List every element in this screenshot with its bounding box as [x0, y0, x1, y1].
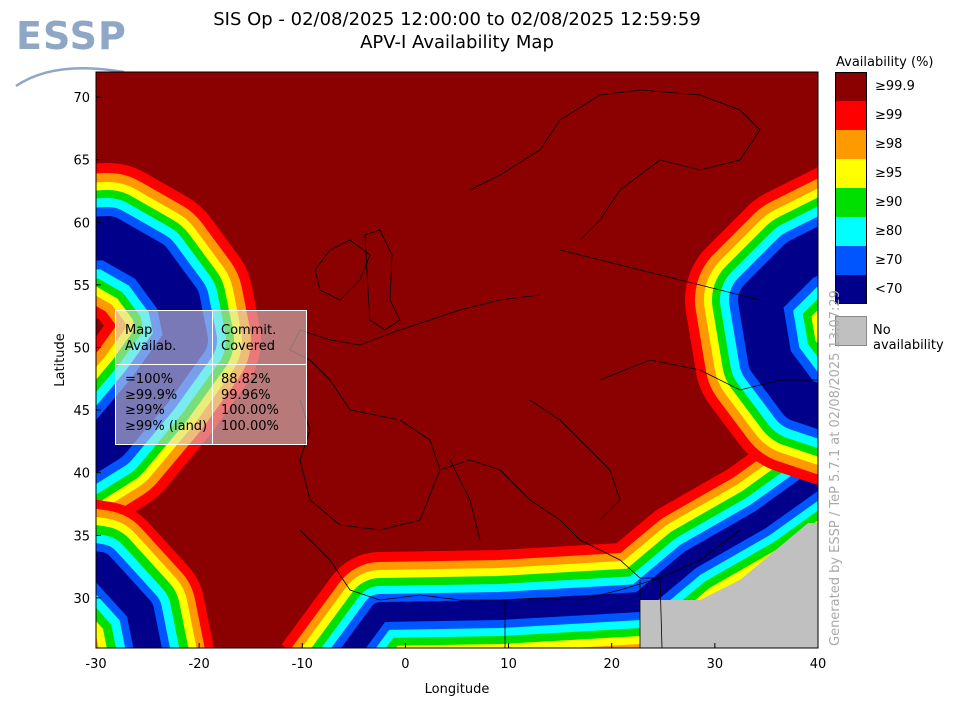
table-cell: ≥99.9% — [125, 388, 178, 403]
legend-swatch — [835, 72, 867, 101]
generated-by-note: Generated by ESSP / TeP 5.7.1 at 02/08/2… — [828, 290, 843, 646]
legend-label-no-availability: No availability — [873, 323, 944, 353]
table-header-commit-covered: Commit. Covered — [221, 323, 277, 354]
coastline-segment — [364, 229, 401, 331]
coastline-segment — [659, 577, 663, 648]
table-cell: ≥99% — [125, 403, 165, 418]
legend-label: ≥99.9 — [875, 79, 915, 94]
y-axis-label: Latitude — [53, 333, 68, 387]
x-tick-label: 40 — [810, 657, 827, 672]
legend-title: Availability (%) — [836, 55, 934, 70]
legend-label: ≥95 — [875, 166, 903, 181]
table-cell: 100.00% — [221, 419, 279, 434]
legend-swatch — [835, 217, 867, 246]
y-tick-label: 35 — [73, 529, 90, 544]
x-tick-label: -10 — [292, 657, 313, 672]
coastlines — [289, 89, 818, 648]
coastline-segment — [529, 399, 621, 521]
logo-swoosh-icon — [15, 67, 125, 88]
x-tick-label: 10 — [500, 657, 517, 672]
x-tick-label: 20 — [603, 657, 620, 672]
legend-swatch — [835, 188, 867, 217]
logo-text: ESSP — [16, 14, 127, 58]
coastline-segment — [299, 529, 661, 601]
x-tick-label: -20 — [189, 657, 210, 672]
y-tick-label: 70 — [73, 91, 90, 106]
legend-frame — [835, 72, 867, 304]
x-tick-label: 30 — [707, 657, 724, 672]
y-tick-label: 45 — [73, 404, 90, 419]
x-axis: -30 -20 -10 0 10 20 30 40 — [85, 643, 826, 672]
summary-table: Map Availab. Commit. Covered =100% 88.82… — [115, 310, 307, 445]
legend-swatch-no-availability — [835, 316, 867, 346]
table-divider — [116, 364, 306, 365]
essp-logo: ESSP — [14, 14, 134, 88]
table-divider — [212, 311, 213, 444]
y-tick-label: 55 — [73, 279, 90, 294]
legend-swatch — [835, 246, 867, 275]
coastline-segment — [559, 249, 761, 301]
y-tick-label: 40 — [73, 467, 90, 482]
legend-label: ≥70 — [875, 253, 903, 268]
y-tick-label: 30 — [73, 592, 90, 607]
plot-frame — [95, 71, 819, 649]
table-cell: 99.96% — [221, 388, 271, 403]
coastline-segment — [599, 359, 818, 391]
y-tick-label: 60 — [73, 216, 90, 231]
legend-swatch — [835, 159, 867, 188]
no-availability-area — [640, 523, 818, 648]
table-cell: =100% — [125, 372, 174, 387]
legend-label: ≥90 — [875, 195, 903, 210]
legend-label: ≥80 — [875, 224, 903, 239]
coastline-segment — [469, 89, 761, 241]
y-tick-label: 65 — [73, 154, 90, 169]
y-axis: 30 35 40 45 50 55 60 65 70 — [73, 91, 101, 607]
legend-swatch — [835, 101, 867, 130]
chart-title-line2: APV-I Availability Map — [360, 32, 554, 53]
coastline-segment — [449, 459, 481, 541]
legend-swatch — [835, 275, 867, 304]
legend-swatch — [835, 130, 867, 159]
x-tick-label: -30 — [85, 657, 106, 672]
coastline-segment — [299, 294, 541, 346]
legend-label: ≥99 — [875, 108, 903, 123]
coastline-segment — [314, 239, 371, 301]
y-tick-label: 50 — [73, 341, 90, 356]
legend-label: <70 — [875, 282, 903, 297]
table-header-map-availab: Map Availab. — [125, 323, 177, 354]
x-axis-label: Longitude — [425, 682, 490, 697]
table-cell: ≥99% (land) — [125, 419, 208, 434]
coastline-segment — [439, 459, 741, 579]
table-cell: 88.82% — [221, 372, 271, 387]
chart-title-line1: SIS Op - 02/08/2025 12:00:00 to 02/08/20… — [213, 9, 701, 30]
band-east — [738, 226, 818, 430]
table-cell: 100.00% — [221, 403, 279, 418]
legend-label: ≥98 — [875, 137, 903, 152]
band-atlantic-southwest — [96, 551, 162, 648]
x-tick-label: 0 — [401, 657, 409, 672]
